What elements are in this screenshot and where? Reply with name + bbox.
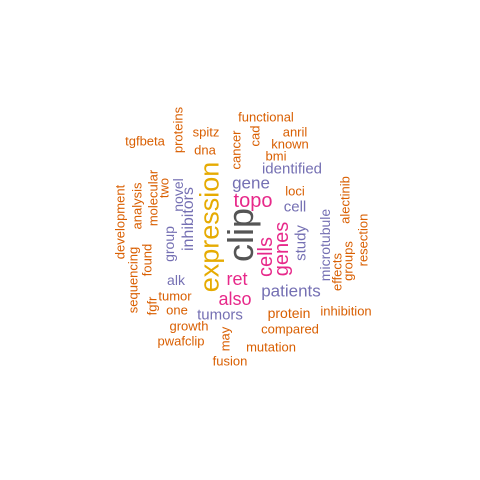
- word-one: one: [166, 302, 188, 318]
- word-topo: topo: [233, 190, 273, 212]
- word-tumors: tumors: [197, 306, 243, 324]
- word-cancer: cancer: [228, 130, 244, 170]
- word-mutation: mutation: [246, 339, 296, 355]
- word-growth: growth: [169, 318, 209, 334]
- word-clip: clip: [220, 207, 261, 263]
- word-pwafclip: pwafclip: [157, 333, 205, 349]
- word-cell: cell: [283, 198, 307, 216]
- word-sequencing: sequencing: [125, 246, 141, 314]
- word-compared: compared: [261, 321, 319, 337]
- word-functional: functional: [238, 109, 294, 125]
- word-group: group: [161, 226, 177, 262]
- word-gene: gene: [232, 173, 270, 193]
- word-alk: alk: [167, 272, 185, 288]
- word-also: also: [218, 289, 252, 309]
- word-genes: genes: [271, 221, 293, 277]
- word-novel: novel: [170, 178, 186, 212]
- word-groups: groups: [340, 241, 356, 281]
- word-fusion: fusion: [212, 353, 248, 369]
- word-molecular: molecular: [145, 169, 161, 227]
- word-expression: expression: [194, 161, 225, 293]
- word-patients: patients: [261, 281, 321, 301]
- word-protein: protein: [267, 305, 311, 321]
- word-cad: cad: [247, 125, 263, 147]
- word-found: found: [139, 243, 155, 277]
- word-bmi: bmi: [265, 148, 287, 164]
- word-loci: loci: [285, 183, 305, 199]
- word-dna: dna: [194, 142, 216, 158]
- word-known: known: [271, 136, 309, 152]
- word-resection: resection: [355, 213, 371, 267]
- word-analysis: analysis: [129, 182, 145, 230]
- word-tumor: tumor: [158, 288, 192, 304]
- word-study: study: [292, 225, 310, 261]
- word-tgfbeta: tgfbeta: [125, 133, 165, 149]
- word-proteins: proteins: [170, 106, 186, 154]
- word-ret: ret: [226, 269, 248, 289]
- word-anril: anril: [282, 124, 308, 140]
- word-spitz: spitz: [192, 124, 220, 140]
- word-inhibition: inhibition: [320, 303, 372, 319]
- word-identified: identified: [261, 160, 323, 178]
- word-may: may: [217, 326, 233, 352]
- word-fgfr: fgfr: [144, 296, 160, 316]
- word-alectinib: alectinib: [337, 176, 353, 224]
